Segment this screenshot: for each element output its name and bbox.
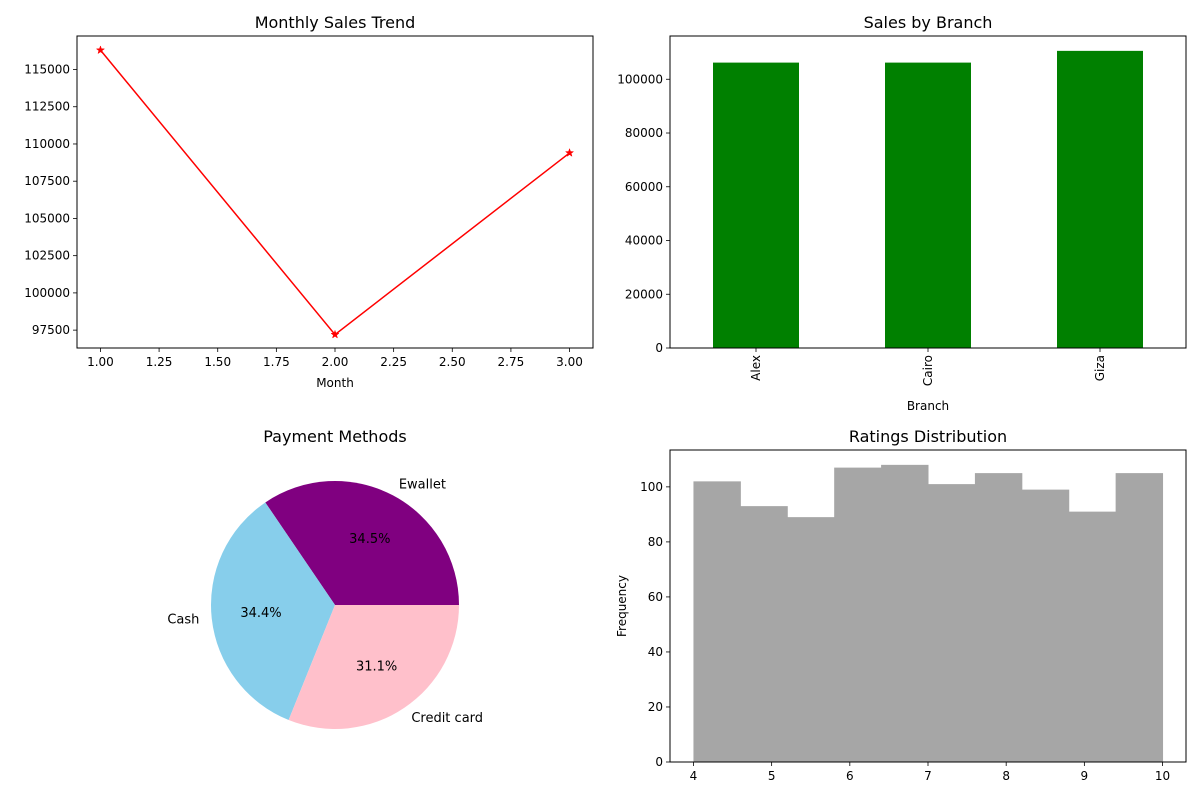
- bar: [885, 62, 971, 349]
- chart-title: Sales by Branch: [864, 13, 993, 32]
- bar-chart: Alex Cairo Giza 0 20000 40000 60000 80000 100000…: [617, 13, 1187, 413]
- x-tick-label: 2.25: [380, 355, 407, 369]
- x-tick-label: 8: [1002, 769, 1010, 783]
- y-tick-label: 97500: [32, 323, 70, 337]
- pie-slice: [211, 502, 335, 721]
- x-tick-label: 5: [768, 769, 776, 783]
- slice-label: Cash: [167, 613, 199, 628]
- histogram-bar: [881, 464, 929, 762]
- histogram-bar: [1115, 473, 1164, 762]
- y-tick-label: 40000: [625, 234, 663, 248]
- y-tick-label: 40: [648, 645, 663, 659]
- x-tick-label: Alex: [749, 355, 763, 381]
- histogram-bar: [1021, 489, 1070, 762]
- pie-chart: Ewallet 34.5% Cash 34.4% Credit card 31.1% Pay…: [167, 427, 483, 729]
- histogram-bar: [928, 484, 976, 762]
- x-tick-label: 4: [690, 769, 698, 783]
- x-tick-label: 6: [846, 769, 854, 783]
- x-tick-label: Giza: [1093, 355, 1107, 381]
- histogram-bar: [834, 467, 882, 762]
- y-tick-label: 107500: [24, 174, 70, 188]
- series-line: [99, 49, 571, 336]
- slice-percent-label: 34.4%: [240, 606, 281, 621]
- x-axis-label: Month: [316, 376, 354, 390]
- data-point-marker: [330, 329, 340, 339]
- data-point-marker: [95, 45, 106, 55]
- slice-percent-label: 31.1%: [356, 660, 397, 675]
- x-tick-label: 9: [1081, 769, 1089, 783]
- histogram-bar: [740, 506, 788, 762]
- chart-title: Ratings Distribution: [849, 427, 1007, 446]
- y-tick-label: 80000: [625, 126, 663, 140]
- y-tick-label: 20000: [625, 287, 663, 301]
- x-axis-label: Branch: [907, 399, 949, 413]
- histogram-bar: [1068, 511, 1117, 762]
- y-tick-label: 110000: [24, 137, 70, 151]
- y-tick-label: 60: [648, 590, 663, 604]
- bar: [1057, 50, 1143, 348]
- y-axis-label: Frequency: [615, 575, 629, 637]
- y-tick-label: 80: [648, 535, 663, 549]
- y-tick-label: 60000: [625, 180, 663, 194]
- y-tick-label: 100: [640, 480, 663, 494]
- histogram-bar: [974, 473, 1023, 762]
- x-tick-label: 1.25: [146, 355, 173, 369]
- x-tick-label: 3.00: [556, 355, 583, 369]
- y-tick-label: 102500: [24, 249, 70, 263]
- slice-label: Credit card: [411, 711, 483, 726]
- y-tick-label: 115000: [24, 63, 70, 77]
- plot-frame: [76, 35, 594, 349]
- x-tick-label: Cairo: [921, 355, 935, 386]
- x-tick-label: 2.75: [498, 355, 525, 369]
- slice-percent-label: 34.5%: [349, 532, 390, 547]
- x-tick-label: 2.50: [439, 355, 466, 369]
- chart-title: Monthly Sales Trend: [255, 13, 416, 32]
- y-tick-label: 100000: [24, 286, 70, 300]
- x-tick-label: 1.50: [204, 355, 231, 369]
- pie-slice: [265, 481, 459, 605]
- x-tick-label: 2.00: [322, 355, 349, 369]
- x-tick-label: 1.75: [263, 355, 290, 369]
- data-point-marker: [564, 147, 575, 157]
- histogram-bar: [787, 517, 835, 762]
- x-tick-label: 10: [1155, 769, 1170, 783]
- y-tick-label: 0: [655, 755, 663, 769]
- line-chart: 1.00 1.25 1.50 1.75 2.00 2.25 2.50 2.75 3.00 9750…: [24, 13, 594, 390]
- y-tick-label: 0: [655, 341, 663, 355]
- histogram-bar: [693, 481, 741, 762]
- pie-slice: [288, 605, 459, 729]
- x-tick-label: 7: [924, 769, 932, 783]
- y-tick-label: 20: [648, 700, 663, 714]
- chart-title: Payment Methods: [263, 427, 406, 446]
- slice-label: Ewallet: [399, 477, 446, 492]
- y-tick-label: 112500: [24, 100, 70, 114]
- y-tick-label: 100000: [617, 72, 663, 86]
- x-tick-label: 1.00: [87, 355, 114, 369]
- bar: [713, 62, 799, 349]
- y-tick-label: 105000: [24, 211, 70, 225]
